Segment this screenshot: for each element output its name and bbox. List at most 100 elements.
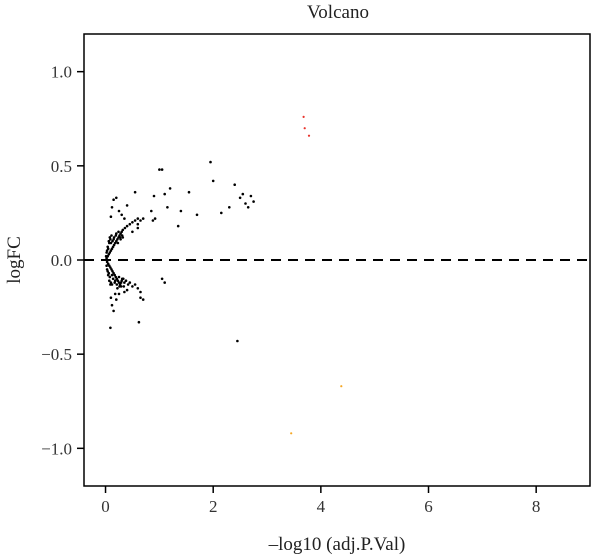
data-point — [109, 266, 112, 269]
data-point — [136, 222, 140, 226]
data-point — [110, 303, 114, 307]
data-point — [109, 296, 113, 300]
data-point — [195, 213, 199, 217]
data-point — [123, 226, 127, 230]
data-point — [209, 160, 212, 164]
data-point — [131, 221, 134, 224]
data-point — [241, 192, 245, 196]
data-point — [108, 251, 112, 254]
data-point — [111, 270, 114, 273]
data-point — [118, 236, 122, 239]
data-point — [109, 241, 113, 245]
data-point — [106, 245, 109, 249]
data-point — [340, 385, 343, 388]
data-point — [128, 281, 132, 284]
x-tick-label: 6 — [424, 497, 433, 516]
data-point — [238, 196, 242, 200]
data-point — [117, 275, 121, 279]
data-point — [112, 271, 115, 275]
data-point — [139, 296, 142, 300]
data-point — [115, 277, 119, 281]
data-point — [112, 198, 115, 201]
data-point — [141, 298, 145, 301]
data-point — [120, 213, 123, 217]
series-up — [302, 115, 311, 137]
chart-title: Volcano — [307, 2, 369, 23]
data-point — [133, 283, 137, 286]
data-point — [252, 200, 255, 203]
data-point — [104, 254, 108, 258]
data-point — [116, 287, 119, 290]
data-point — [137, 320, 141, 324]
series-gene-set-0 — [104, 160, 255, 343]
data-point — [120, 230, 123, 234]
data-point — [123, 217, 126, 220]
data-point — [115, 239, 118, 243]
y-axis: 1.0 0.5 0.0 −0.5 −1.0 — [41, 63, 84, 458]
x-tick-label: 2 — [209, 497, 218, 516]
data-point — [115, 298, 118, 301]
data-point — [228, 206, 231, 209]
data-point — [109, 249, 113, 252]
data-point — [108, 236, 112, 239]
data-point — [106, 270, 109, 273]
y-tick-label: 0.5 — [51, 157, 72, 176]
x-tick-label: 8 — [532, 497, 541, 516]
data-point — [152, 194, 156, 198]
data-point — [139, 290, 142, 294]
data-point — [123, 290, 126, 294]
data-point — [125, 224, 129, 228]
data-point — [151, 219, 155, 222]
data-point — [115, 283, 119, 286]
data-point — [176, 224, 180, 228]
data-point — [110, 247, 114, 250]
y-tick-label: 1.0 — [51, 63, 72, 82]
data-point — [136, 226, 140, 230]
data-point — [116, 241, 120, 245]
data-point — [290, 432, 293, 435]
data-point — [120, 234, 124, 237]
data-point — [117, 230, 120, 234]
data-point — [106, 262, 110, 266]
data-point — [136, 217, 140, 220]
data-point — [126, 283, 130, 286]
data-point — [112, 243, 116, 247]
data-point — [112, 238, 115, 241]
data-point — [106, 273, 110, 277]
data-point — [113, 292, 117, 296]
data-point — [109, 215, 113, 218]
y-tick-label: 0.0 — [51, 251, 72, 270]
x-tick-label: 4 — [317, 497, 326, 516]
data-point — [168, 187, 172, 190]
series-down — [290, 385, 343, 435]
data-point — [158, 168, 161, 171]
data-point — [108, 275, 112, 279]
x-axis: 0 2 4 6 8 — [101, 486, 540, 516]
data-point — [133, 190, 137, 194]
data-point — [111, 277, 115, 281]
data-point — [141, 217, 145, 220]
x-axis-title: –log10 (adj.P.Val) — [268, 534, 406, 555]
data-point — [125, 288, 129, 292]
data-point — [136, 287, 140, 290]
data-point — [302, 115, 305, 118]
data-point — [128, 222, 132, 226]
data-point — [115, 196, 118, 200]
data-point — [107, 239, 111, 243]
data-point — [236, 339, 239, 343]
x-tick-label: 0 — [101, 497, 110, 516]
data-point — [160, 168, 164, 171]
data-point — [112, 309, 115, 313]
data-point — [122, 277, 125, 281]
data-point — [113, 273, 116, 277]
data-point — [187, 190, 191, 194]
data-point — [211, 179, 215, 183]
data-point — [121, 228, 125, 232]
data-point — [131, 285, 134, 288]
data-point — [131, 230, 134, 234]
data-point — [244, 202, 247, 205]
data-point — [246, 206, 250, 209]
data-point — [117, 281, 121, 284]
data-point — [113, 281, 116, 284]
